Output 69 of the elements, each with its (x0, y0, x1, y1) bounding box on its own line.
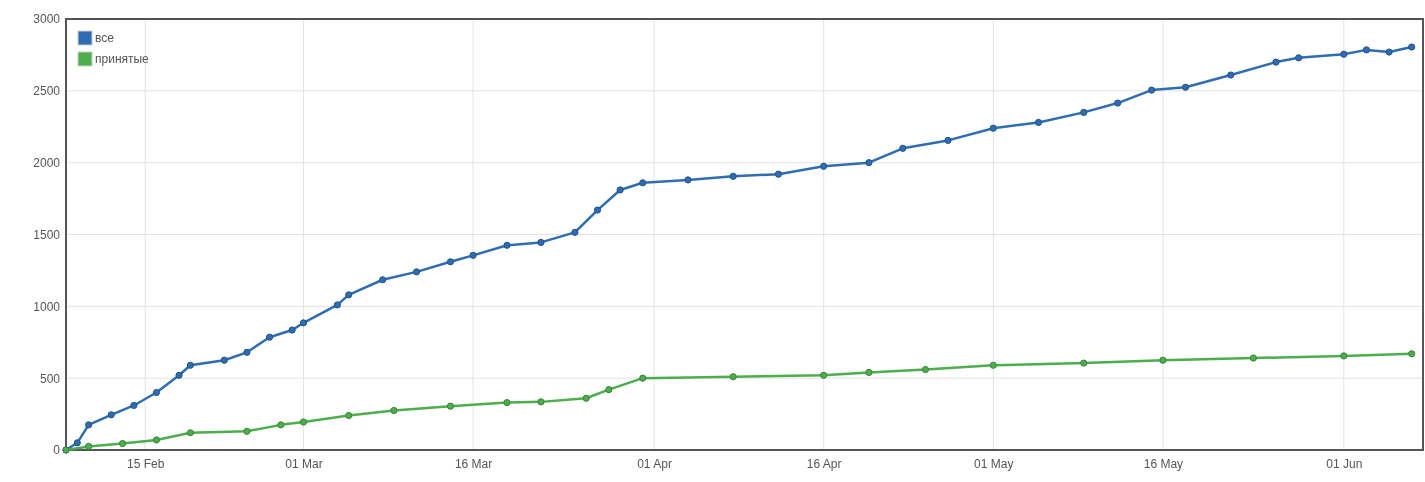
x-tick-label: 01 Jun (1326, 456, 1363, 471)
x-tick-label: 15 Feb (126, 456, 165, 471)
point (1034, 118, 1043, 127)
point (1272, 58, 1280, 66)
point (1340, 50, 1348, 58)
point (1080, 108, 1088, 116)
point (571, 228, 579, 236)
point (379, 276, 387, 284)
point (989, 124, 997, 132)
point (1385, 48, 1393, 56)
point (1295, 54, 1303, 62)
point (820, 162, 828, 170)
point (639, 374, 647, 382)
point (1227, 71, 1235, 79)
point (1181, 83, 1190, 91)
point (944, 136, 952, 144)
y-tick-label: 2500 (33, 84, 61, 99)
point (390, 406, 398, 415)
point (989, 361, 997, 369)
point (1340, 352, 1348, 360)
point (1249, 354, 1257, 362)
legend-label: все (95, 31, 115, 45)
point (605, 386, 613, 394)
point (684, 176, 692, 184)
point (412, 268, 421, 276)
point (469, 251, 477, 259)
point (593, 206, 602, 214)
point (299, 319, 308, 327)
point (345, 291, 353, 299)
y-tick-label: 500 (39, 371, 61, 386)
point (820, 371, 828, 379)
point (1148, 86, 1156, 94)
y-tick-label: 3000 (33, 12, 61, 27)
point (865, 368, 873, 376)
point (537, 238, 545, 246)
y-tick-label: 0 (53, 443, 61, 458)
point (774, 170, 783, 178)
point (865, 159, 873, 167)
point (729, 172, 737, 180)
point (503, 399, 511, 407)
point (1159, 356, 1167, 364)
point (299, 418, 308, 426)
y-tick-label: 1500 (33, 227, 61, 242)
point (446, 402, 455, 410)
x-tick-label: 16 Apr (806, 456, 842, 471)
x-tick-label: 16 Mar (454, 456, 493, 471)
point (1408, 43, 1416, 51)
x-tick-label: 01 Apr (637, 456, 672, 471)
x-tick-label: 16 May (1143, 456, 1184, 471)
point (1408, 350, 1416, 358)
legend-label: принятые (95, 52, 150, 66)
point (537, 398, 545, 406)
point (446, 258, 455, 266)
point (921, 365, 930, 374)
point (333, 301, 341, 309)
point (345, 411, 353, 420)
point (1080, 359, 1088, 367)
x-tick-label: 01 Mar (285, 456, 323, 471)
y-tick-label: 2000 (33, 156, 61, 171)
point (729, 373, 737, 381)
point (582, 394, 590, 402)
point (503, 241, 511, 249)
point (1114, 99, 1122, 107)
x-tick-label: 01 May (974, 456, 1014, 471)
point (899, 144, 907, 152)
y-tick-label: 1000 (33, 299, 61, 314)
point (616, 186, 624, 194)
point (639, 179, 647, 187)
point (1362, 46, 1371, 54)
